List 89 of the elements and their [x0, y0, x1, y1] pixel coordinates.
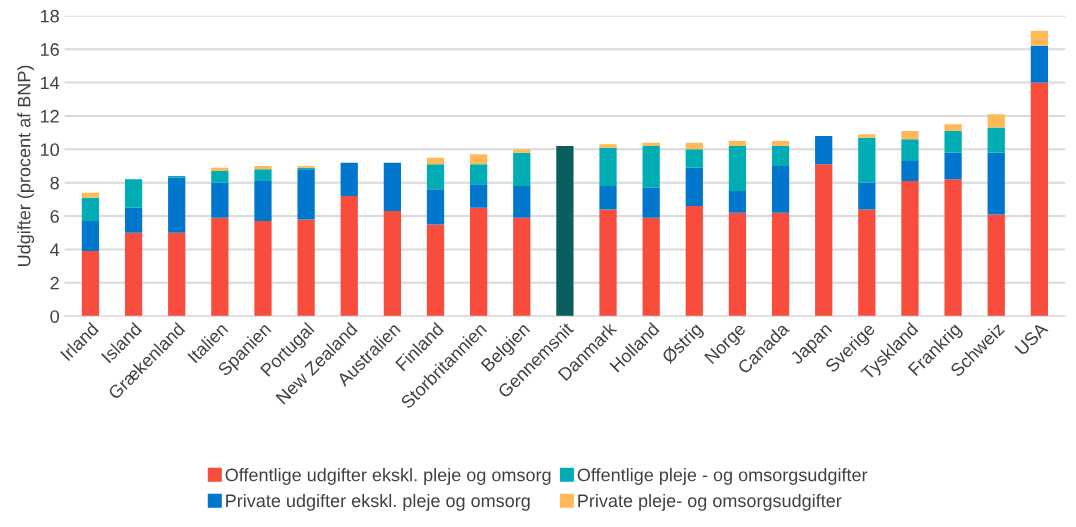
bar: [599, 144, 617, 148]
bar: [815, 135, 833, 165]
bar: [685, 206, 703, 317]
bar: [685, 167, 703, 207]
bar: [642, 217, 660, 317]
bar: [728, 140, 747, 146]
legend-label: Private udgifter ekskl. pleje og omsorg: [226, 493, 530, 511]
bar: [81, 197, 100, 222]
y-tick-label: 2: [50, 276, 59, 290]
bar: [685, 149, 703, 168]
bar: [81, 192, 100, 198]
bar: [426, 189, 445, 225]
bar: [944, 124, 962, 131]
bar: [599, 147, 617, 187]
bar: [124, 179, 143, 208]
bar: [987, 114, 1005, 128]
bar: [599, 209, 617, 317]
bar: [858, 137, 876, 183]
bar: [470, 154, 488, 165]
bar: [513, 217, 531, 317]
bar: [858, 134, 876, 138]
bar: [211, 182, 229, 218]
bar: [858, 182, 876, 210]
bar: [124, 207, 143, 233]
bar: [426, 224, 445, 317]
bar: [1030, 45, 1048, 83]
bar: [728, 191, 747, 213]
bar: [254, 181, 272, 222]
bar: [556, 145, 574, 317]
bar: [211, 171, 229, 183]
bar: [901, 181, 919, 317]
bar: [1030, 82, 1048, 317]
bar: [383, 211, 401, 317]
bar: [168, 232, 186, 317]
legend-label: Offentlige pleje - og omsorgsudgifter: [577, 468, 868, 485]
bar: [642, 187, 660, 218]
bar: [81, 221, 100, 252]
bar: [254, 166, 272, 170]
y-tick-label: 14: [40, 76, 60, 90]
bar: [728, 212, 747, 317]
bar: [254, 221, 272, 317]
bar: [513, 149, 531, 153]
bar: [124, 232, 143, 317]
bar: [340, 162, 358, 197]
bar: [599, 186, 617, 210]
bar: [470, 184, 488, 208]
y-tick-label: 6: [50, 210, 59, 223]
bar: [168, 177, 186, 233]
bar: [1030, 30, 1048, 46]
bar: [901, 139, 919, 161]
x-tick-label: USA: [1014, 321, 1049, 356]
y-tick-label: 12: [40, 109, 59, 123]
y-tick-label: 10: [40, 143, 59, 157]
legend-label: Private pleje- og omsorgsudgifter: [578, 493, 842, 511]
bar: [901, 161, 919, 182]
bar: [254, 169, 272, 182]
bar: [513, 186, 531, 218]
bar: [944, 179, 962, 317]
bar: [297, 169, 315, 220]
bar: [987, 214, 1005, 317]
bar: [340, 196, 358, 317]
bar: [642, 145, 660, 188]
bar: [987, 127, 1005, 153]
bar: [987, 152, 1005, 215]
bar: [728, 145, 747, 192]
y-tick-label: 4: [50, 243, 60, 256]
bar: [944, 130, 962, 153]
bar: [426, 164, 445, 190]
bar: [771, 140, 790, 146]
bar: [944, 152, 962, 180]
y-tick-label: 18: [40, 9, 59, 23]
bar: [383, 162, 401, 212]
bar: [81, 251, 100, 317]
bar: [211, 217, 229, 317]
bar: [771, 212, 790, 317]
bar: [470, 207, 488, 317]
y-tick-label: 16: [40, 43, 59, 56]
bar: [771, 145, 790, 166]
bar: [858, 209, 876, 317]
y-tick-label: 8: [50, 176, 59, 190]
y-axis-title: Udgifter (procent af BNP): [17, 65, 35, 266]
y-tick-label: 0: [50, 310, 59, 323]
bar: [297, 219, 315, 317]
bar: [771, 166, 790, 213]
bar: [470, 164, 488, 185]
legend-label: Offentlige udgifter ekskl. pleje og omsorg: [225, 468, 551, 485]
bar: [815, 164, 833, 317]
bar: [513, 152, 531, 187]
bar: [901, 130, 919, 140]
